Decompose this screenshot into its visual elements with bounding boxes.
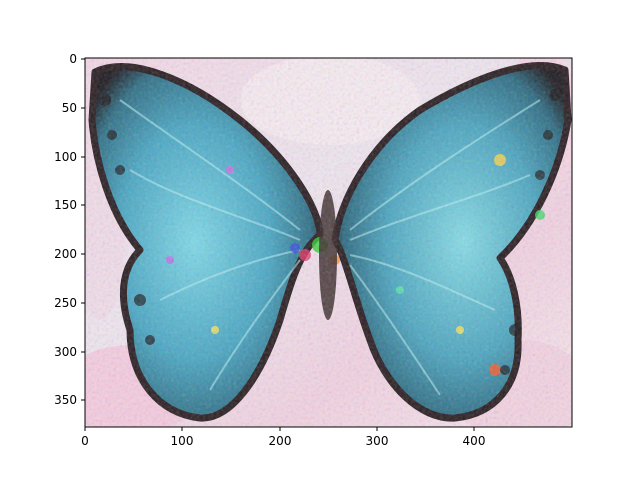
y-tick-label: 100	[54, 150, 77, 164]
y-tick-label: 200	[54, 247, 77, 261]
x-tick-label: 300	[366, 434, 389, 448]
y-tick-label: 50	[62, 101, 77, 115]
x-tick-label: 400	[463, 434, 486, 448]
y-axis: 0 50 100 150 200 250 300 350	[54, 52, 85, 407]
axes-frame	[84, 57, 573, 428]
x-tick-label: 200	[269, 434, 292, 448]
y-tick-label: 350	[54, 393, 77, 407]
y-tick-label: 300	[54, 345, 77, 359]
y-tick-label: 0	[69, 52, 77, 66]
x-axis: 0 100 200 300 400	[81, 427, 485, 448]
y-tick-label: 150	[54, 198, 77, 212]
butterfly-image	[85, 58, 572, 427]
x-tick-label: 100	[171, 434, 194, 448]
x-tick-label: 0	[81, 434, 89, 448]
y-tick-label: 250	[54, 296, 77, 310]
